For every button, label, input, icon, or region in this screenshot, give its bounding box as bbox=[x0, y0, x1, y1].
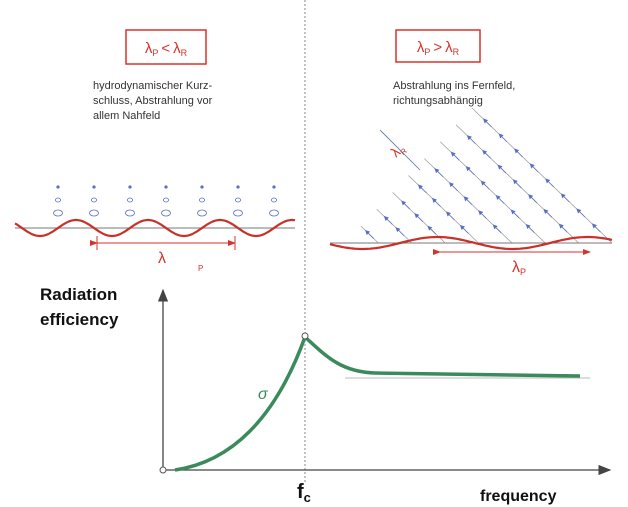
particle bbox=[197, 209, 207, 217]
radiation-arrow bbox=[463, 196, 473, 206]
radiation-arrow bbox=[450, 151, 460, 161]
description-line: hydrodynamischer Kurz- bbox=[93, 80, 213, 92]
radiation-arrow bbox=[459, 224, 469, 234]
particle bbox=[56, 185, 60, 189]
particle bbox=[125, 209, 135, 217]
particle bbox=[128, 185, 132, 189]
radiation-arrow bbox=[525, 223, 535, 233]
particle bbox=[236, 185, 240, 189]
description-line: allem Nahfeld bbox=[93, 110, 160, 122]
particle bbox=[55, 197, 61, 203]
particle bbox=[199, 197, 205, 203]
radiation-arrow bbox=[514, 148, 523, 158]
wavefront bbox=[376, 208, 412, 244]
radiation-arrow bbox=[465, 166, 475, 175]
radiation-arrow bbox=[492, 224, 502, 234]
efficiency-curve bbox=[174, 333, 581, 472]
x-axis-label: frequency bbox=[480, 488, 557, 505]
critical-frequency: fc bbox=[297, 481, 311, 505]
description-line: Abstrahlung ins Fernfeld, bbox=[393, 80, 515, 92]
radiation-arrow bbox=[528, 194, 537, 203]
radiation-arrow bbox=[414, 213, 424, 222]
wavelength-sub: P bbox=[198, 264, 203, 273]
radiation-arrow bbox=[591, 223, 601, 233]
radiation-arrow bbox=[510, 209, 520, 219]
description-line: richtungsabhängig bbox=[393, 95, 483, 107]
radiation-arrow bbox=[512, 179, 522, 189]
particle bbox=[164, 185, 168, 189]
y-axis-label: efficiency bbox=[40, 310, 119, 329]
particle bbox=[92, 185, 96, 189]
particle bbox=[91, 197, 97, 203]
peak-point bbox=[301, 332, 309, 340]
radiation-arrow bbox=[482, 149, 492, 159]
condition: λP < λR bbox=[145, 40, 188, 58]
radiation-arrow bbox=[497, 164, 507, 174]
radiation-arrow bbox=[448, 182, 458, 192]
radiation-arrow bbox=[498, 133, 508, 143]
near-field-particles bbox=[53, 185, 279, 217]
radiation-arrow bbox=[466, 135, 476, 144]
condition: λP > λR bbox=[417, 39, 460, 57]
radiation-arrow bbox=[395, 227, 405, 237]
particle bbox=[269, 209, 279, 217]
radiation-arrow bbox=[545, 178, 555, 188]
radiation-arrow bbox=[480, 180, 490, 190]
condition-box bbox=[125, 29, 207, 65]
y-axis-label: Radiation bbox=[40, 285, 117, 304]
particle bbox=[89, 209, 99, 217]
particle bbox=[127, 197, 133, 203]
description-line: schluss, Abstrahlung vor bbox=[93, 95, 213, 107]
radiation-arrow bbox=[445, 211, 455, 221]
radiation-arrow bbox=[576, 208, 586, 218]
radiation-wavelength-label: λR bbox=[387, 140, 409, 162]
radiation-arrow bbox=[427, 225, 437, 235]
far-field-radiation bbox=[360, 107, 613, 244]
plate-wave bbox=[14, 218, 296, 238]
radiation-arrow bbox=[543, 208, 553, 218]
wavelength-label: λ bbox=[158, 250, 166, 267]
radiation-arrow bbox=[431, 197, 441, 207]
radiation-arrow bbox=[482, 118, 492, 128]
particle bbox=[233, 209, 243, 217]
particle bbox=[272, 185, 276, 189]
radiation-arrow bbox=[560, 193, 570, 203]
radiation-arrow bbox=[478, 210, 487, 220]
curve-label: σ bbox=[258, 386, 269, 403]
particle bbox=[271, 197, 277, 203]
particle bbox=[53, 209, 63, 217]
condition-box bbox=[395, 29, 481, 63]
radiation-arrow bbox=[383, 215, 393, 225]
particle bbox=[161, 209, 171, 217]
radiation-arrow bbox=[365, 229, 374, 239]
origin bbox=[159, 466, 167, 474]
particle bbox=[235, 197, 241, 203]
radiation-arrow bbox=[558, 223, 568, 233]
particle bbox=[200, 185, 204, 189]
radiation-arrow bbox=[495, 195, 505, 204]
radiation-arrow bbox=[417, 184, 427, 194]
radiation-arrow bbox=[529, 163, 539, 173]
wavelength-label: λP bbox=[512, 259, 526, 277]
particle bbox=[163, 197, 169, 203]
wavefront bbox=[471, 107, 613, 244]
radiation-dimension bbox=[379, 129, 421, 171]
plate-wave bbox=[329, 235, 613, 251]
radiation-arrow bbox=[401, 200, 411, 210]
radiation-arrow bbox=[434, 168, 444, 177]
